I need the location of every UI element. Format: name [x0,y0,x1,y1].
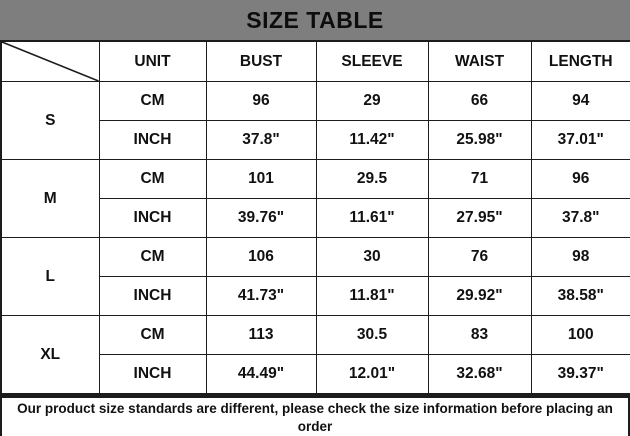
cell-m-bust-inch: 39.76" [205,198,317,238]
cell-l-length-inch: 38.58" [530,276,630,316]
cell-xl-sleeve-cm: 30.5 [315,315,429,355]
page-title: SIZE TABLE [0,0,630,40]
col-header-bust: BUST [205,40,317,82]
unit-label-cm: CM [98,159,207,199]
cell-m-sleeve-inch: 11.61" [315,198,429,238]
cell-s-length-inch: 37.01" [530,120,630,160]
table-row: XL CM 113 30.5 83 100 [0,315,630,395]
cell-s-waist-inch: 25.98" [427,120,532,160]
cell-l-sleeve-inch: 11.81" [315,276,429,316]
cell-xl-length-cm: 100 [530,315,630,355]
footer-note: Our product size standards are different… [0,395,630,436]
cell-m-sleeve-cm: 29.5 [315,159,429,199]
table-row: S CM 96 29 66 94 [0,81,630,160]
cell-m-waist-cm: 71 [427,159,532,199]
cell-l-waist-inch: 29.92" [427,276,532,316]
diagonal-header-cell [0,40,100,82]
cell-s-bust-cm: 96 [205,81,317,121]
table-row: M CM 101 29.5 71 96 [0,159,630,238]
cell-s-length-cm: 94 [530,81,630,121]
cell-s-bust-inch: 37.8" [205,120,317,160]
row-header-size-m: M [0,159,100,238]
size-table: UNIT BUST SLEEVE WAIST LENGTH S CM 96 29… [0,40,630,395]
col-header-length: LENGTH [530,40,630,82]
unit-label-inch: INCH [98,354,207,395]
unit-label-inch: INCH [98,120,207,160]
table-row: L CM 106 30 76 98 [0,237,630,316]
table-header-row: UNIT BUST SLEEVE WAIST LENGTH [0,40,630,82]
cell-xl-length-inch: 39.37" [530,354,630,395]
unit-label-inch: INCH [98,198,207,238]
cell-xl-waist-cm: 83 [427,315,532,355]
cell-m-length-inch: 37.8" [530,198,630,238]
cell-l-sleeve-cm: 30 [315,237,429,277]
diagonal-line-icon [2,42,98,81]
row-header-size-s: S [0,81,100,160]
cell-s-sleeve-inch: 11.42" [315,120,429,160]
unit-label-cm: CM [98,315,207,355]
footer-line-1: Our product size standards are different… [17,401,613,434]
cell-xl-waist-inch: 32.68" [427,354,532,395]
col-header-unit: UNIT [98,40,207,82]
cell-xl-sleeve-inch: 12.01" [315,354,429,395]
cell-l-length-cm: 98 [530,237,630,277]
col-header-waist: WAIST [427,40,532,82]
table-row: INCH 37.8" 11.42" 25.98" 37.01" [1,120,630,160]
cell-l-bust-cm: 106 [205,237,317,277]
row-header-size-xl: XL [0,315,100,395]
cell-m-waist-inch: 27.95" [427,198,532,238]
table-row: INCH 39.76" 11.61" 27.95" 37.8" [1,198,630,238]
cell-s-waist-cm: 66 [427,81,532,121]
unit-label-cm: CM [98,81,207,121]
cell-m-bust-cm: 101 [205,159,317,199]
unit-label-inch: INCH [98,276,207,316]
col-header-sleeve: SLEEVE [315,40,429,82]
cell-s-sleeve-cm: 29 [315,81,429,121]
table-row: INCH 44.49" 12.01" 32.68" 39.37" [1,354,630,395]
cell-l-bust-inch: 41.73" [205,276,317,316]
table-row: INCH 41.73" 11.81" 29.92" 38.58" [1,276,630,316]
row-header-size-l: L [0,237,100,316]
cell-l-waist-cm: 76 [427,237,532,277]
cell-m-length-cm: 96 [530,159,630,199]
unit-label-cm: CM [98,237,207,277]
cell-xl-bust-inch: 44.49" [205,354,317,395]
cell-xl-bust-cm: 113 [205,315,317,355]
